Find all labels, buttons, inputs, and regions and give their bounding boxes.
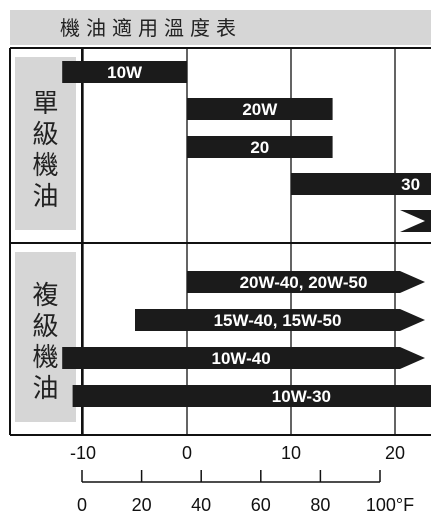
bar-20: [187, 136, 333, 158]
title-band: [10, 10, 431, 45]
bar-label: 10W-40: [212, 349, 271, 368]
category-label-char: 油: [32, 374, 58, 404]
bar-label: 20W-40, 20W-50: [240, 273, 368, 292]
bar-10w-30: [72, 385, 431, 407]
celsius-tick-label: 10: [281, 443, 301, 463]
celsius-tick-label: 20: [385, 443, 405, 463]
bar-15w-40-15w-50: [135, 309, 425, 331]
bar-label: 10W: [107, 63, 143, 82]
category-label-char: 複: [32, 281, 58, 311]
bar-label: 20: [250, 138, 269, 157]
bar-label: 15W-40, 15W-50: [214, 311, 342, 330]
bar-30: [291, 173, 431, 195]
category-panel: [15, 252, 76, 422]
category-label-char: 單: [32, 89, 58, 119]
bar-label: 20W: [242, 100, 278, 119]
fahrenheit-tick-label: 0: [77, 495, 87, 515]
chart-frame: [9, 47, 431, 436]
bar-10w-40: [62, 347, 425, 369]
category-label-char: 機: [32, 151, 58, 181]
fahrenheit-tick-label: 80: [310, 495, 330, 515]
celsius-axis: -10010203040°C: [70, 443, 405, 463]
fahrenheit-tick-label: 60: [251, 495, 271, 515]
bar-20w-40-20w-50: [187, 271, 425, 293]
celsius-tick-label: 0: [182, 443, 192, 463]
category-label-char: 級: [32, 120, 58, 150]
bar-label: 10W-30: [272, 387, 331, 406]
category-label-char: 油: [32, 182, 58, 212]
category-label-char: 機: [32, 343, 58, 373]
fahrenheit-axis: 0 20 40 60 80 100°F: [77, 470, 414, 515]
bar-40: [400, 210, 431, 232]
bar-label: 30: [401, 175, 420, 194]
fahrenheit-tick-label: 100°F: [366, 495, 414, 515]
category-label-char: 級: [32, 312, 58, 342]
fahrenheit-tick-label: 20: [132, 495, 152, 515]
fahrenheit-tick-label: 40: [191, 495, 211, 515]
chart-title: 機油適用溫度表: [60, 16, 242, 40]
bar-10w: [62, 61, 188, 83]
bar-20w: [187, 98, 333, 120]
category-panel: [15, 57, 76, 230]
celsius-tick-label: -10: [70, 443, 96, 463]
